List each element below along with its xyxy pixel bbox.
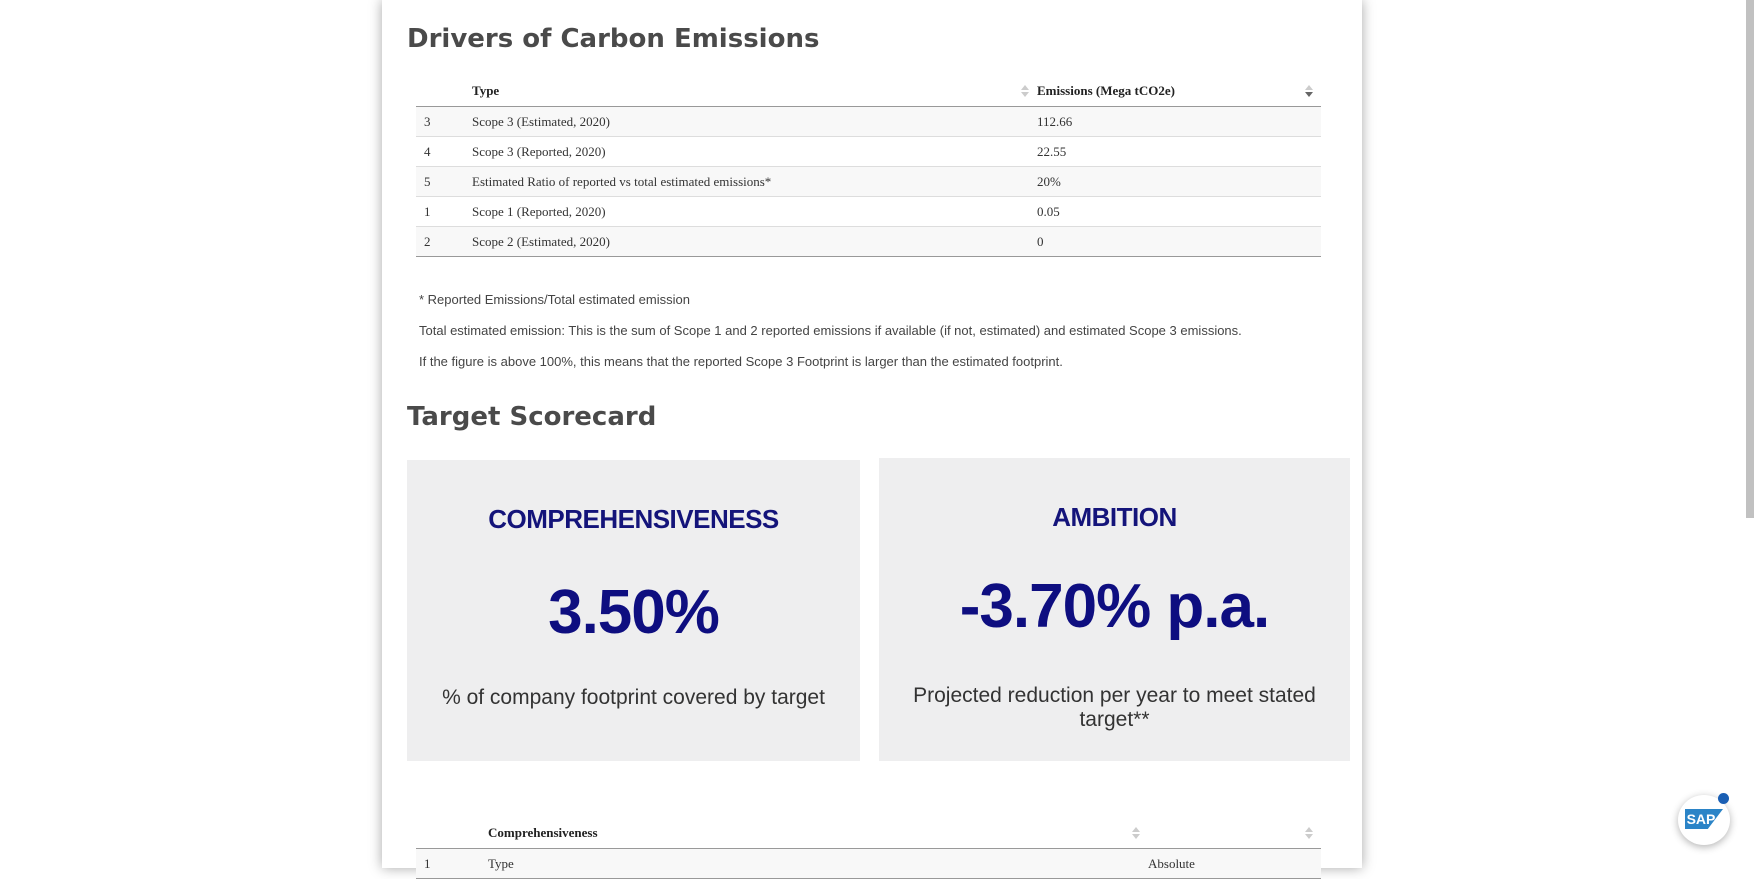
footnote-reported-ratio: * Reported Emissions/Total estimated emi… bbox=[419, 292, 690, 307]
comprehensiveness-table-header: Comprehensiveness bbox=[416, 818, 1321, 849]
row-index: 3 bbox=[416, 106, 472, 137]
row-type: Scope 2 (Estimated, 2020) bbox=[472, 226, 1037, 257]
sort-icon[interactable] bbox=[1305, 827, 1313, 841]
scrollbar-thumb[interactable] bbox=[1746, 0, 1754, 518]
type-column-label: Type bbox=[472, 83, 500, 98]
footnote-total-estimated: Total estimated emission: This is the su… bbox=[419, 323, 1242, 338]
table-row[interactable]: 4 Scope 3 (Reported, 2020) 22.55 bbox=[416, 136, 1321, 167]
sort-desc-icon[interactable] bbox=[1305, 85, 1313, 99]
row-index: 4 bbox=[416, 136, 472, 167]
emissions-column-header[interactable]: Emissions (Mega tCO2e) bbox=[1037, 76, 1321, 107]
comprehensiveness-column-label: Comprehensiveness bbox=[488, 825, 598, 840]
table-row[interactable]: 3 Scope 3 (Estimated, 2020) 112.66 bbox=[416, 106, 1321, 137]
row-value: 0 bbox=[1037, 226, 1321, 257]
row-value: 112.66 bbox=[1037, 106, 1321, 137]
sap-logo-icon: SAP bbox=[1685, 809, 1723, 829]
footnote-above-100: If the figure is above 100%, this means … bbox=[419, 354, 1063, 369]
drivers-table: Type Emissions (Mega tCO2e) 3 Scope 3 (E… bbox=[416, 76, 1321, 257]
table-row[interactable]: 2 Scope 2 (Estimated, 2020) 0 bbox=[416, 226, 1321, 257]
sort-icon[interactable] bbox=[1021, 85, 1029, 99]
scorecard-section-title: Target Scorecard bbox=[407, 402, 657, 432]
table-row[interactable]: 1 Scope 1 (Reported, 2020) 0.05 bbox=[416, 196, 1321, 227]
row-value: Absolute bbox=[1148, 848, 1321, 879]
table-row[interactable]: 5 Estimated Ratio of reported vs total e… bbox=[416, 166, 1321, 197]
sap-assistant-button[interactable]: SAP bbox=[1678, 793, 1730, 845]
vertical-scrollbar[interactable] bbox=[1743, 0, 1755, 868]
card-label: AMBITION bbox=[1052, 502, 1177, 532]
row-index: 5 bbox=[416, 166, 472, 197]
card-value: -3.70% p.a. bbox=[959, 572, 1270, 641]
comprehensiveness-column-header[interactable]: Comprehensiveness bbox=[488, 818, 1148, 849]
row-value: 20% bbox=[1037, 166, 1321, 197]
row-value: 22.55 bbox=[1037, 136, 1321, 167]
table-row[interactable]: 1 Type Absolute bbox=[416, 848, 1321, 879]
row-type: Type bbox=[488, 848, 1148, 879]
value-column-header[interactable] bbox=[1148, 818, 1321, 849]
row-type: Scope 3 (Reported, 2020) bbox=[472, 136, 1037, 167]
index-column-header[interactable] bbox=[416, 76, 472, 107]
row-type: Scope 1 (Reported, 2020) bbox=[472, 196, 1037, 227]
index-column-header[interactable] bbox=[416, 818, 488, 849]
row-index: 1 bbox=[416, 848, 488, 879]
comprehensiveness-table: Comprehensiveness 1 Type Absolute bbox=[416, 818, 1321, 879]
comprehensiveness-card: COMPREHENSIVENESS 3.50% % of company foo… bbox=[407, 460, 860, 761]
drivers-table-header: Type Emissions (Mega tCO2e) bbox=[416, 76, 1321, 107]
sort-icon[interactable] bbox=[1132, 827, 1140, 841]
card-description: Projected reduction per year to meet sta… bbox=[913, 684, 1316, 731]
notification-dot-icon bbox=[1718, 793, 1729, 804]
ambition-card: AMBITION -3.70% p.a. Projected reduction… bbox=[879, 458, 1350, 761]
card-value: 3.50% bbox=[548, 578, 720, 647]
row-index: 2 bbox=[416, 226, 472, 257]
row-value: 0.05 bbox=[1037, 196, 1321, 227]
row-type: Scope 3 (Estimated, 2020) bbox=[472, 106, 1037, 137]
type-column-header[interactable]: Type bbox=[472, 76, 1037, 107]
card-description: % of company footprint covered by target bbox=[442, 686, 825, 709]
emissions-column-label: Emissions (Mega tCO2e) bbox=[1037, 83, 1175, 98]
report-page: Drivers of Carbon Emissions Type Emissio… bbox=[382, 0, 1362, 879]
row-index: 1 bbox=[416, 196, 472, 227]
row-type: Estimated Ratio of reported vs total est… bbox=[472, 166, 1037, 197]
card-label: COMPREHENSIVENESS bbox=[488, 504, 779, 534]
drivers-section-title: Drivers of Carbon Emissions bbox=[407, 24, 820, 54]
